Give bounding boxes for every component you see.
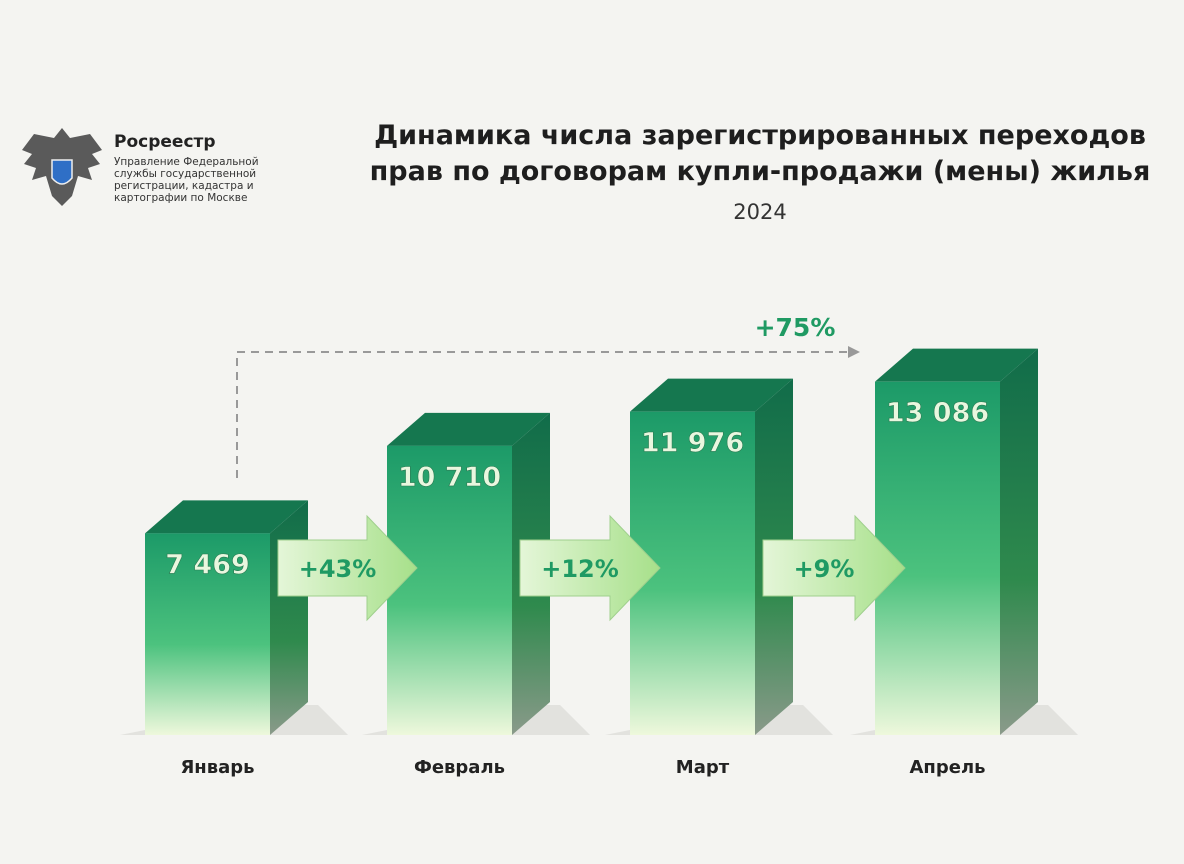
bar-top — [630, 378, 793, 412]
chart-subtitle: 2024 — [733, 200, 787, 224]
value-label: 11 976 — [641, 428, 744, 459]
growth-arrow — [519, 514, 661, 622]
growth-arrow — [762, 514, 906, 622]
chart-title: Динамика числа зарегистрированных перехо… — [369, 120, 1151, 187]
bar-side — [1000, 348, 1038, 735]
bar-top — [875, 348, 1038, 382]
x-tick-label: Март — [676, 757, 730, 778]
emblem — [22, 128, 102, 206]
growth-label: +43% — [299, 555, 377, 583]
brand: Росреестр — [114, 132, 216, 152]
growth-arrow — [277, 514, 418, 622]
x-tick-label: Апрель — [909, 757, 985, 778]
bar-top — [387, 412, 550, 446]
bar-top — [145, 500, 308, 534]
organization: Управление Федеральной службы государств… — [114, 156, 259, 204]
x-tick-label: Февраль — [414, 757, 505, 778]
growth-label: +9% — [794, 555, 855, 583]
value-label: 7 469 — [165, 549, 250, 580]
value-label: 10 710 — [398, 462, 501, 493]
total-growth-arrow — [236, 351, 852, 478]
bar — [387, 445, 512, 735]
total-growth-label: +75% — [755, 313, 836, 342]
bar-side — [270, 500, 308, 735]
x-tick-label: Январь — [180, 757, 254, 778]
bar — [145, 533, 270, 735]
value-label: 13 086 — [886, 398, 989, 429]
growth-label: +12% — [541, 555, 619, 583]
total-growth-arrowhead — [848, 346, 860, 358]
